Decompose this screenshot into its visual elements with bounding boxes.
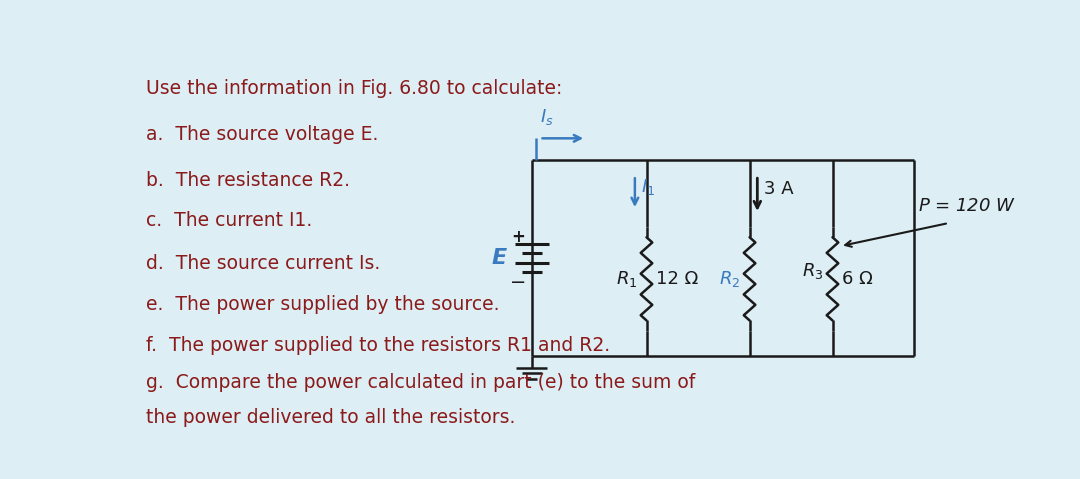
Text: $R_3$: $R_3$ — [801, 261, 823, 281]
Text: $I_s$: $I_s$ — [540, 107, 553, 127]
Text: 6 Ω: 6 Ω — [841, 270, 873, 288]
Text: $P$ = 120 W: $P$ = 120 W — [918, 197, 1015, 216]
Text: Use the information in Fig. 6.80 to calculate:: Use the information in Fig. 6.80 to calc… — [146, 79, 563, 98]
Text: E: E — [491, 248, 507, 268]
Text: the power delivered to all the resistors.: the power delivered to all the resistors… — [146, 408, 515, 427]
Text: a.  The source voltage E.: a. The source voltage E. — [146, 125, 378, 144]
Text: $I_1$: $I_1$ — [642, 177, 656, 197]
Text: 12 Ω: 12 Ω — [656, 270, 698, 288]
Text: 3 A: 3 A — [764, 180, 793, 198]
Text: c.  The current I1.: c. The current I1. — [146, 212, 312, 230]
Text: f.  The power supplied to the resistors R1 and R2.: f. The power supplied to the resistors R… — [146, 336, 610, 355]
Text: d.  The source current Is.: d. The source current Is. — [146, 254, 380, 273]
Text: +: + — [511, 228, 525, 246]
Text: $R_1$: $R_1$ — [616, 269, 637, 289]
Text: g.  Compare the power calculated in part (e) to the sum of: g. Compare the power calculated in part … — [146, 373, 696, 392]
Text: $R_2$: $R_2$ — [719, 269, 740, 289]
Text: e.  The power supplied by the source.: e. The power supplied by the source. — [146, 295, 499, 314]
Text: −: − — [510, 273, 526, 292]
Text: b.  The resistance R2.: b. The resistance R2. — [146, 171, 350, 191]
